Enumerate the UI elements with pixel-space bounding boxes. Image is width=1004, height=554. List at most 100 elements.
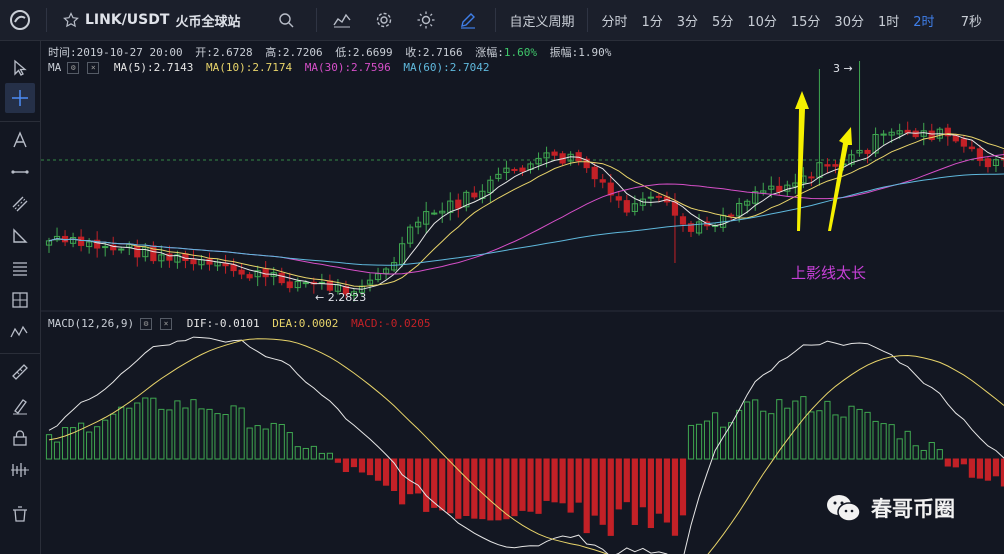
interval-tab[interactable]: 30分 — [834, 14, 864, 30]
macd-bar — [447, 458, 454, 514]
cursor-arrow-icon[interactable] — [5, 53, 35, 83]
visibility-toggle-icon[interactable] — [5, 455, 35, 485]
annotation-arrow — [828, 127, 852, 231]
search-icon[interactable] — [278, 12, 294, 28]
macd-bar — [455, 458, 462, 519]
countdown-label: 7秒 — [960, 14, 982, 30]
symbol-name[interactable]: LINK/USDT — [85, 12, 170, 28]
macd-bar — [286, 432, 293, 460]
candle-body — [768, 185, 775, 190]
ma-line-10 — [48, 133, 1004, 288]
wave-tool-icon[interactable] — [5, 317, 35, 347]
interval-tab[interactable]: 10分 — [747, 14, 777, 30]
macd-bar — [495, 458, 502, 521]
candle-body — [679, 216, 687, 225]
macd-bar — [543, 458, 550, 501]
macd-bar — [904, 430, 911, 460]
interval-tab[interactable]: 5分 — [712, 14, 734, 30]
interval-tab[interactable]: 1时 — [877, 14, 900, 30]
candle-body — [278, 272, 285, 284]
fibonacci-icon[interactable] — [5, 253, 35, 283]
macd-bar — [222, 414, 229, 460]
custom-period-button[interactable]: 自定义周期 — [509, 14, 575, 30]
gear-icon[interactable] — [375, 11, 393, 29]
parallel-channel-icon[interactable] — [5, 189, 35, 219]
settings-gear-icon[interactable]: ⚙ — [140, 318, 153, 330]
draw-pen-icon[interactable] — [459, 11, 477, 29]
lock-icon[interactable] — [5, 423, 35, 453]
measure-box-icon[interactable] — [5, 285, 35, 315]
exchange-name[interactable]: 火币全球站 — [175, 14, 241, 30]
candlestick-chart[interactable] — [41, 41, 1004, 554]
macd-bar — [318, 452, 325, 460]
macd-bar — [663, 458, 671, 523]
macd-bar — [166, 409, 173, 460]
text-tool-icon[interactable] — [5, 125, 35, 155]
macd-bar — [158, 408, 165, 460]
macd-bar — [920, 449, 927, 460]
macd-bar — [912, 445, 919, 460]
macd-bar — [968, 458, 975, 478]
macd-value: MACD:-0.0205 — [351, 317, 431, 330]
interval-tab[interactable]: 15分 — [790, 14, 821, 30]
interval-tab[interactable]: 2时 — [913, 14, 935, 30]
close-label: 收:2.7166 — [405, 46, 463, 59]
macd-bar — [246, 427, 253, 460]
macd-bar — [326, 452, 333, 460]
macd-bar — [94, 426, 101, 460]
interval-tab[interactable]: 1分 — [641, 14, 663, 30]
triangle-tool-icon[interactable] — [5, 221, 35, 251]
app-logo-icon[interactable] — [9, 9, 31, 31]
settings-gear-icon[interactable]: ⚙ — [67, 62, 80, 74]
macd-bar — [768, 413, 775, 460]
macd-bar — [599, 458, 606, 525]
macd-bar — [382, 458, 390, 486]
candle-body — [495, 173, 502, 179]
macd-bar — [752, 399, 759, 460]
candle-body — [206, 258, 213, 265]
trash-icon[interactable] — [5, 499, 35, 529]
brush-icon[interactable] — [5, 391, 35, 421]
crosshair-icon[interactable] — [5, 83, 35, 113]
macd-bar — [174, 400, 181, 460]
chart-area[interactable]: 时间:2019-10-27 20:00 开:2.6728 高:2.7206 低:… — [41, 41, 1004, 554]
macd-bar — [270, 422, 277, 460]
wechat-icon — [825, 493, 863, 523]
macd-bar — [864, 411, 871, 460]
candle-body — [511, 168, 518, 171]
candle-body — [463, 191, 470, 208]
candle-body — [968, 146, 975, 150]
macd-bar — [230, 405, 237, 460]
candle-body — [655, 195, 663, 198]
ruler-icon[interactable] — [5, 357, 35, 387]
macd-bar — [832, 414, 839, 460]
macd-bar — [278, 423, 285, 460]
candle-body — [623, 200, 630, 213]
close-icon[interactable]: × — [87, 62, 100, 74]
macd-bar — [671, 458, 679, 536]
macd-bar — [479, 458, 486, 520]
watermark-text: 春哥币圈 — [871, 497, 955, 521]
star-icon[interactable] — [63, 12, 79, 28]
interval-tab[interactable]: 3分 — [676, 14, 699, 30]
drawing-toolbar — [0, 41, 41, 554]
candle-body — [808, 176, 815, 179]
theme-sun-icon[interactable] — [417, 11, 435, 29]
macd-bar — [142, 397, 149, 460]
macd-bar — [302, 447, 309, 460]
horizontal-line-icon[interactable] — [5, 157, 35, 187]
macd-bar — [254, 425, 261, 460]
close-icon[interactable]: × — [160, 318, 173, 330]
macd-bar — [431, 458, 438, 508]
top-toolbar: LINK/USDT 火币全球站 自定义周期 分时 1分 3分 5分 10分 15分 30分 1… — [0, 0, 1004, 41]
candle-body — [647, 196, 654, 199]
macd-bar — [511, 458, 518, 517]
ma60-value: MA(60):2.7042 — [403, 61, 490, 74]
candle-body — [671, 200, 679, 216]
interval-tab[interactable]: 分时 — [601, 14, 628, 30]
macd-bar — [471, 458, 478, 519]
candle-body — [944, 127, 951, 137]
macd-bar — [848, 405, 855, 460]
indicator-chart-icon[interactable] — [333, 12, 351, 28]
macd-bar — [45, 434, 53, 460]
